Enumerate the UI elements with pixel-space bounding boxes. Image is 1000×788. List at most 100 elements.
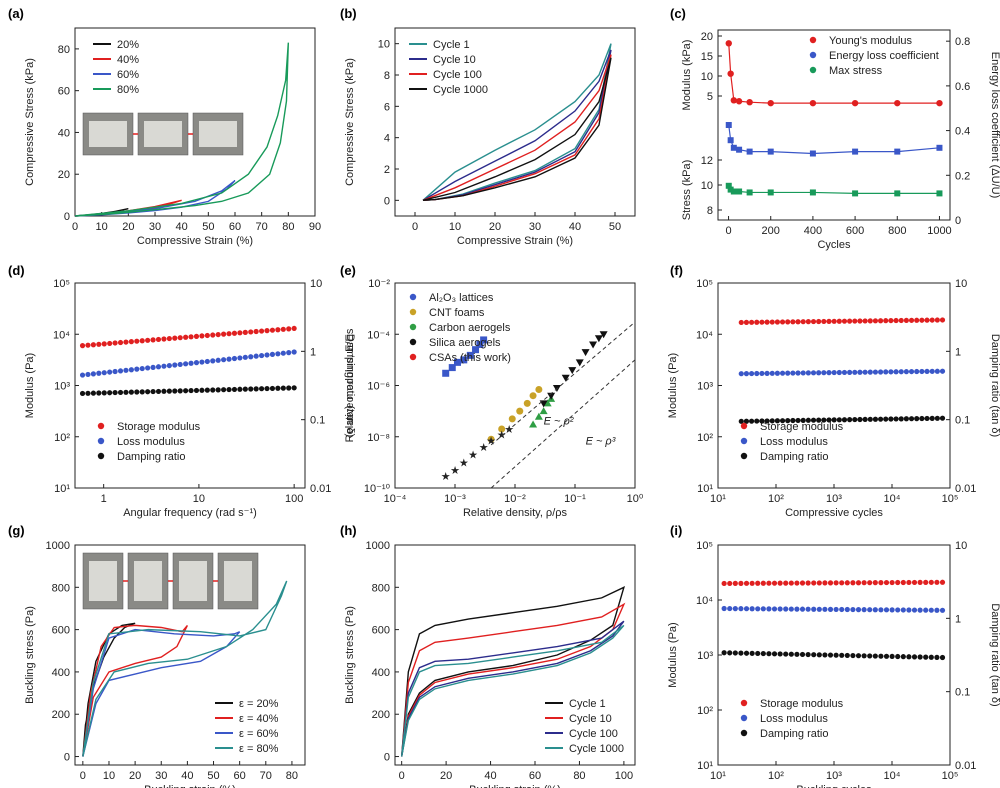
data-point [917, 607, 923, 613]
data-point [934, 368, 940, 374]
x-tick-label: 10¹ [710, 493, 726, 505]
data-point [872, 607, 878, 613]
data-point [237, 386, 243, 392]
data-point [730, 144, 737, 151]
data-point [810, 370, 817, 376]
plot-frame [394, 544, 636, 766]
x-tick-label: 20 [122, 221, 134, 233]
data-point [822, 652, 828, 658]
series-line-3 [82, 580, 288, 757]
y-tick-label: 10¹ [697, 760, 713, 772]
data-point [777, 580, 783, 586]
data-point [903, 317, 909, 324]
data-point [816, 580, 822, 586]
data-point [743, 650, 750, 656]
data-point [883, 369, 889, 375]
data-point [805, 370, 811, 376]
legend-label: Cycle 1000 [433, 84, 488, 96]
data-point [809, 150, 816, 157]
legend-swatch [97, 452, 105, 460]
data-point [743, 606, 750, 612]
y-tick-label: 10⁻² [368, 278, 390, 290]
panel-label: (h) [340, 523, 357, 538]
data-point [727, 70, 734, 77]
data-point [788, 606, 794, 612]
data-point [754, 319, 760, 325]
data-point [166, 388, 172, 394]
data-point [883, 653, 890, 659]
y-right-tick-label: 1 [955, 613, 961, 625]
data-point [836, 417, 842, 423]
data-point [895, 653, 901, 660]
data-point [96, 341, 102, 347]
data-point: ★ [468, 450, 478, 462]
data-point [221, 331, 227, 337]
data-point [851, 99, 859, 107]
data-point [861, 653, 867, 659]
data-point [847, 369, 853, 375]
legend-swatch [409, 293, 417, 301]
x-axis-label: Cycles [817, 239, 851, 251]
data-point [188, 360, 194, 366]
data-point [210, 332, 216, 338]
x-tick-label: 20 [489, 221, 501, 233]
data-point [867, 607, 873, 613]
data-point [123, 339, 129, 345]
data-point [826, 417, 832, 423]
legend-label: Carbon aerogels [429, 322, 511, 334]
legend-swatch [809, 51, 817, 59]
y-right-tick-label: 0.01 [955, 483, 976, 495]
data-point [85, 371, 91, 378]
data-point [594, 335, 603, 343]
data-point [826, 318, 832, 324]
x-tick-label: 70 [256, 221, 268, 233]
data-point [852, 369, 858, 375]
data-point [900, 607, 906, 613]
data-point [939, 415, 946, 421]
data-point [177, 335, 183, 341]
data-point [771, 580, 778, 586]
data-point [738, 418, 744, 424]
data-point [790, 319, 796, 325]
y-tick-label: 10² [697, 432, 713, 444]
data-point [766, 606, 772, 612]
inset-photo-sample [144, 121, 182, 147]
data-point [759, 418, 765, 424]
series-line-2 [400, 620, 625, 757]
data-point [785, 418, 791, 424]
inset-photo-sample [224, 561, 252, 601]
y-axis-label: Compressive Stress (kPa) [24, 58, 36, 186]
data-point [248, 386, 254, 392]
data-point [210, 387, 216, 393]
data-point [150, 388, 156, 395]
legend-label: ε = 60% [239, 728, 279, 740]
data-point [264, 352, 270, 358]
legend-label: Cycle 1 [433, 39, 470, 51]
data-point [523, 399, 531, 407]
y-right-tick-label: 0.4 [955, 126, 970, 138]
inset-photo-sample [179, 561, 207, 601]
y-tick-label: 4 [384, 133, 390, 145]
data-point [767, 99, 774, 107]
x-axis-label: Relative density, ρ/ρs [463, 507, 568, 519]
data-point [264, 385, 270, 392]
data-point [123, 367, 129, 373]
y-right-tick-label: 0.01 [310, 483, 331, 495]
data-point [900, 579, 906, 586]
legend-label: Damping ratio [117, 451, 185, 463]
data-point [96, 390, 102, 396]
y-tick-label: 10² [697, 705, 713, 717]
data-point [161, 388, 167, 394]
x-tick-label: 10³ [826, 770, 842, 782]
y-tick-label: 10⁵ [696, 540, 713, 552]
data-point [810, 417, 817, 423]
legend-swatch [740, 437, 748, 445]
data-point [193, 360, 200, 366]
data-point [161, 363, 167, 369]
data-point [561, 374, 570, 382]
x-tick-label: 100 [615, 770, 633, 782]
x-tick-label: 40 [176, 221, 188, 233]
guide-line [490, 321, 636, 446]
data-point [767, 189, 774, 196]
data-point [769, 418, 775, 424]
